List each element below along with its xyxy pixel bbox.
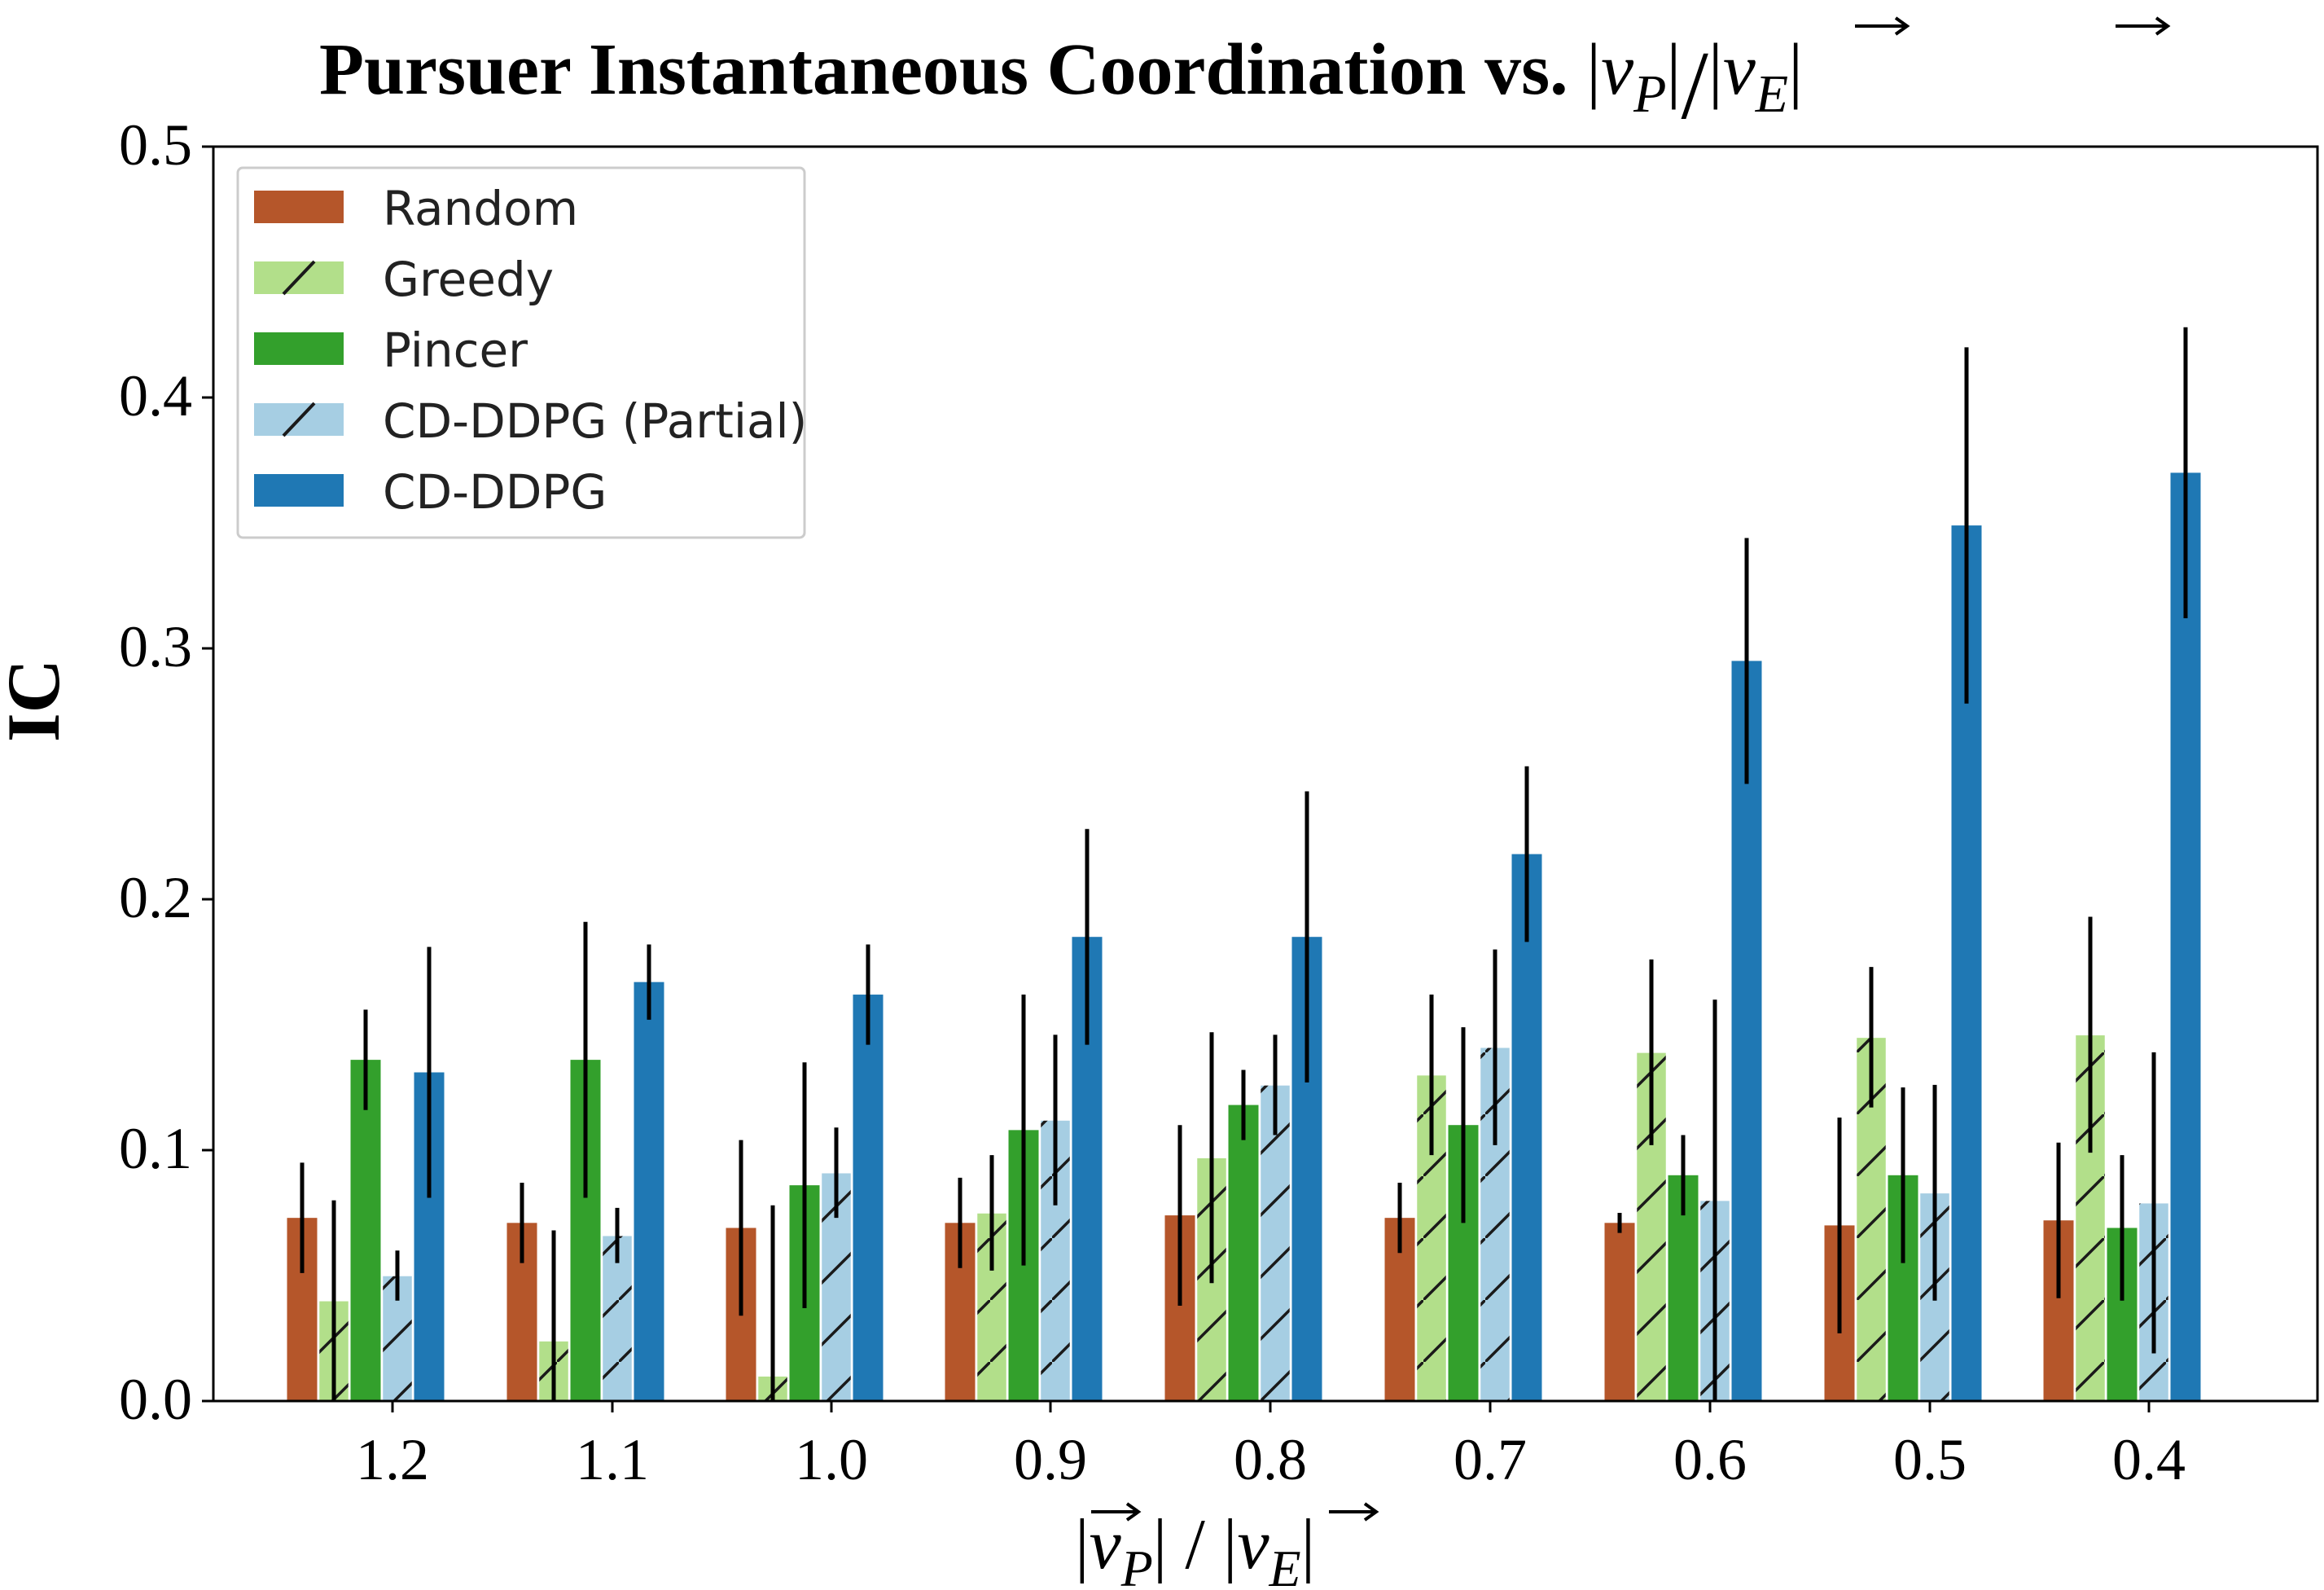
plot-frame <box>212 145 2319 1403</box>
y-tick-label: 0.5 <box>119 112 192 178</box>
x-tick-label: 1.0 <box>795 1427 868 1492</box>
bar-cd-ddpg-0.6 <box>1731 661 1762 1401</box>
x-axis-ticks: 1.2 1.1 1.0 0.9 0.8 0.7 0.6 0.5 0.4 <box>356 1401 2186 1492</box>
legend-swatch-cd-ddpg <box>254 474 344 507</box>
x-axis-label: |vP| / |vE| <box>1075 1505 1315 1590</box>
bar-pincer-1.2 <box>350 1060 381 1401</box>
bar-cd-ddpg-1.1 <box>634 982 664 1401</box>
bar-random-0.6 <box>1604 1223 1635 1401</box>
y-tick-label: 0.2 <box>119 865 192 930</box>
x-label-vector-arrows <box>1091 1502 1379 1522</box>
y-axis-ticks: 0.0 0.1 0.2 0.3 0.4 0.5 <box>119 112 213 1432</box>
bar-cd-ddpg-0.4 <box>2170 472 2201 1401</box>
legend-label-cd-ddpg-partial: CD-DDPG (Partial) <box>383 393 807 449</box>
legend-label-random: Random <box>383 181 578 236</box>
y-tick-label: 0.3 <box>119 614 192 679</box>
bar-pincer-0.8 <box>1228 1105 1259 1401</box>
x-tick-label: 1.2 <box>356 1427 429 1492</box>
x-tick-label: 0.8 <box>1234 1427 1307 1492</box>
x-tick-label: 0.4 <box>2112 1427 2186 1492</box>
legend-label-pincer: Pincer <box>383 323 528 378</box>
x-tick-label: 0.7 <box>1454 1427 1527 1492</box>
chart-title-text: Pursuer Instantaneous Coordination vs. <box>319 29 1586 110</box>
bar-cd-ddpg-1.0 <box>853 995 884 1401</box>
x-tick-label: 0.6 <box>1673 1427 1747 1492</box>
y-tick-label: 0.0 <box>119 1367 192 1432</box>
chart-title: Pursuer Instantaneous Coordination vs. |… <box>319 29 1803 139</box>
bar-hatch-cd-ddpg-partial-0.8 <box>1259 1084 1291 1402</box>
legend-hatch-cd-ddpg-partial <box>282 402 316 437</box>
y-tick-label: 0.1 <box>119 1116 192 1181</box>
y-tick-label: 0.4 <box>119 363 192 428</box>
legend-label-greedy: Greedy <box>383 252 554 307</box>
legend-frame <box>236 166 806 539</box>
bars <box>287 327 2201 1402</box>
bar-hatch-cd-ddpg-partial-1.1 <box>601 1234 634 1402</box>
legend: Random Greedy Pincer CD-DDPG (Partial) CD-DD… <box>236 166 807 539</box>
title-vector-arrows <box>1855 16 2171 36</box>
legend-hatch-greedy <box>282 260 316 296</box>
legend-swatch-pincer <box>254 332 344 365</box>
legend-swatch-random <box>254 191 344 223</box>
x-tick-label: 0.9 <box>1014 1427 1087 1492</box>
bar-cd-ddpg-0.7 <box>1511 854 1542 1401</box>
legend-label-cd-ddpg: CD-DDPG <box>383 464 607 520</box>
x-tick-label: 0.5 <box>1893 1427 1967 1492</box>
x-tick-label: 1.1 <box>576 1427 649 1492</box>
y-axis-label: IC <box>0 659 75 742</box>
